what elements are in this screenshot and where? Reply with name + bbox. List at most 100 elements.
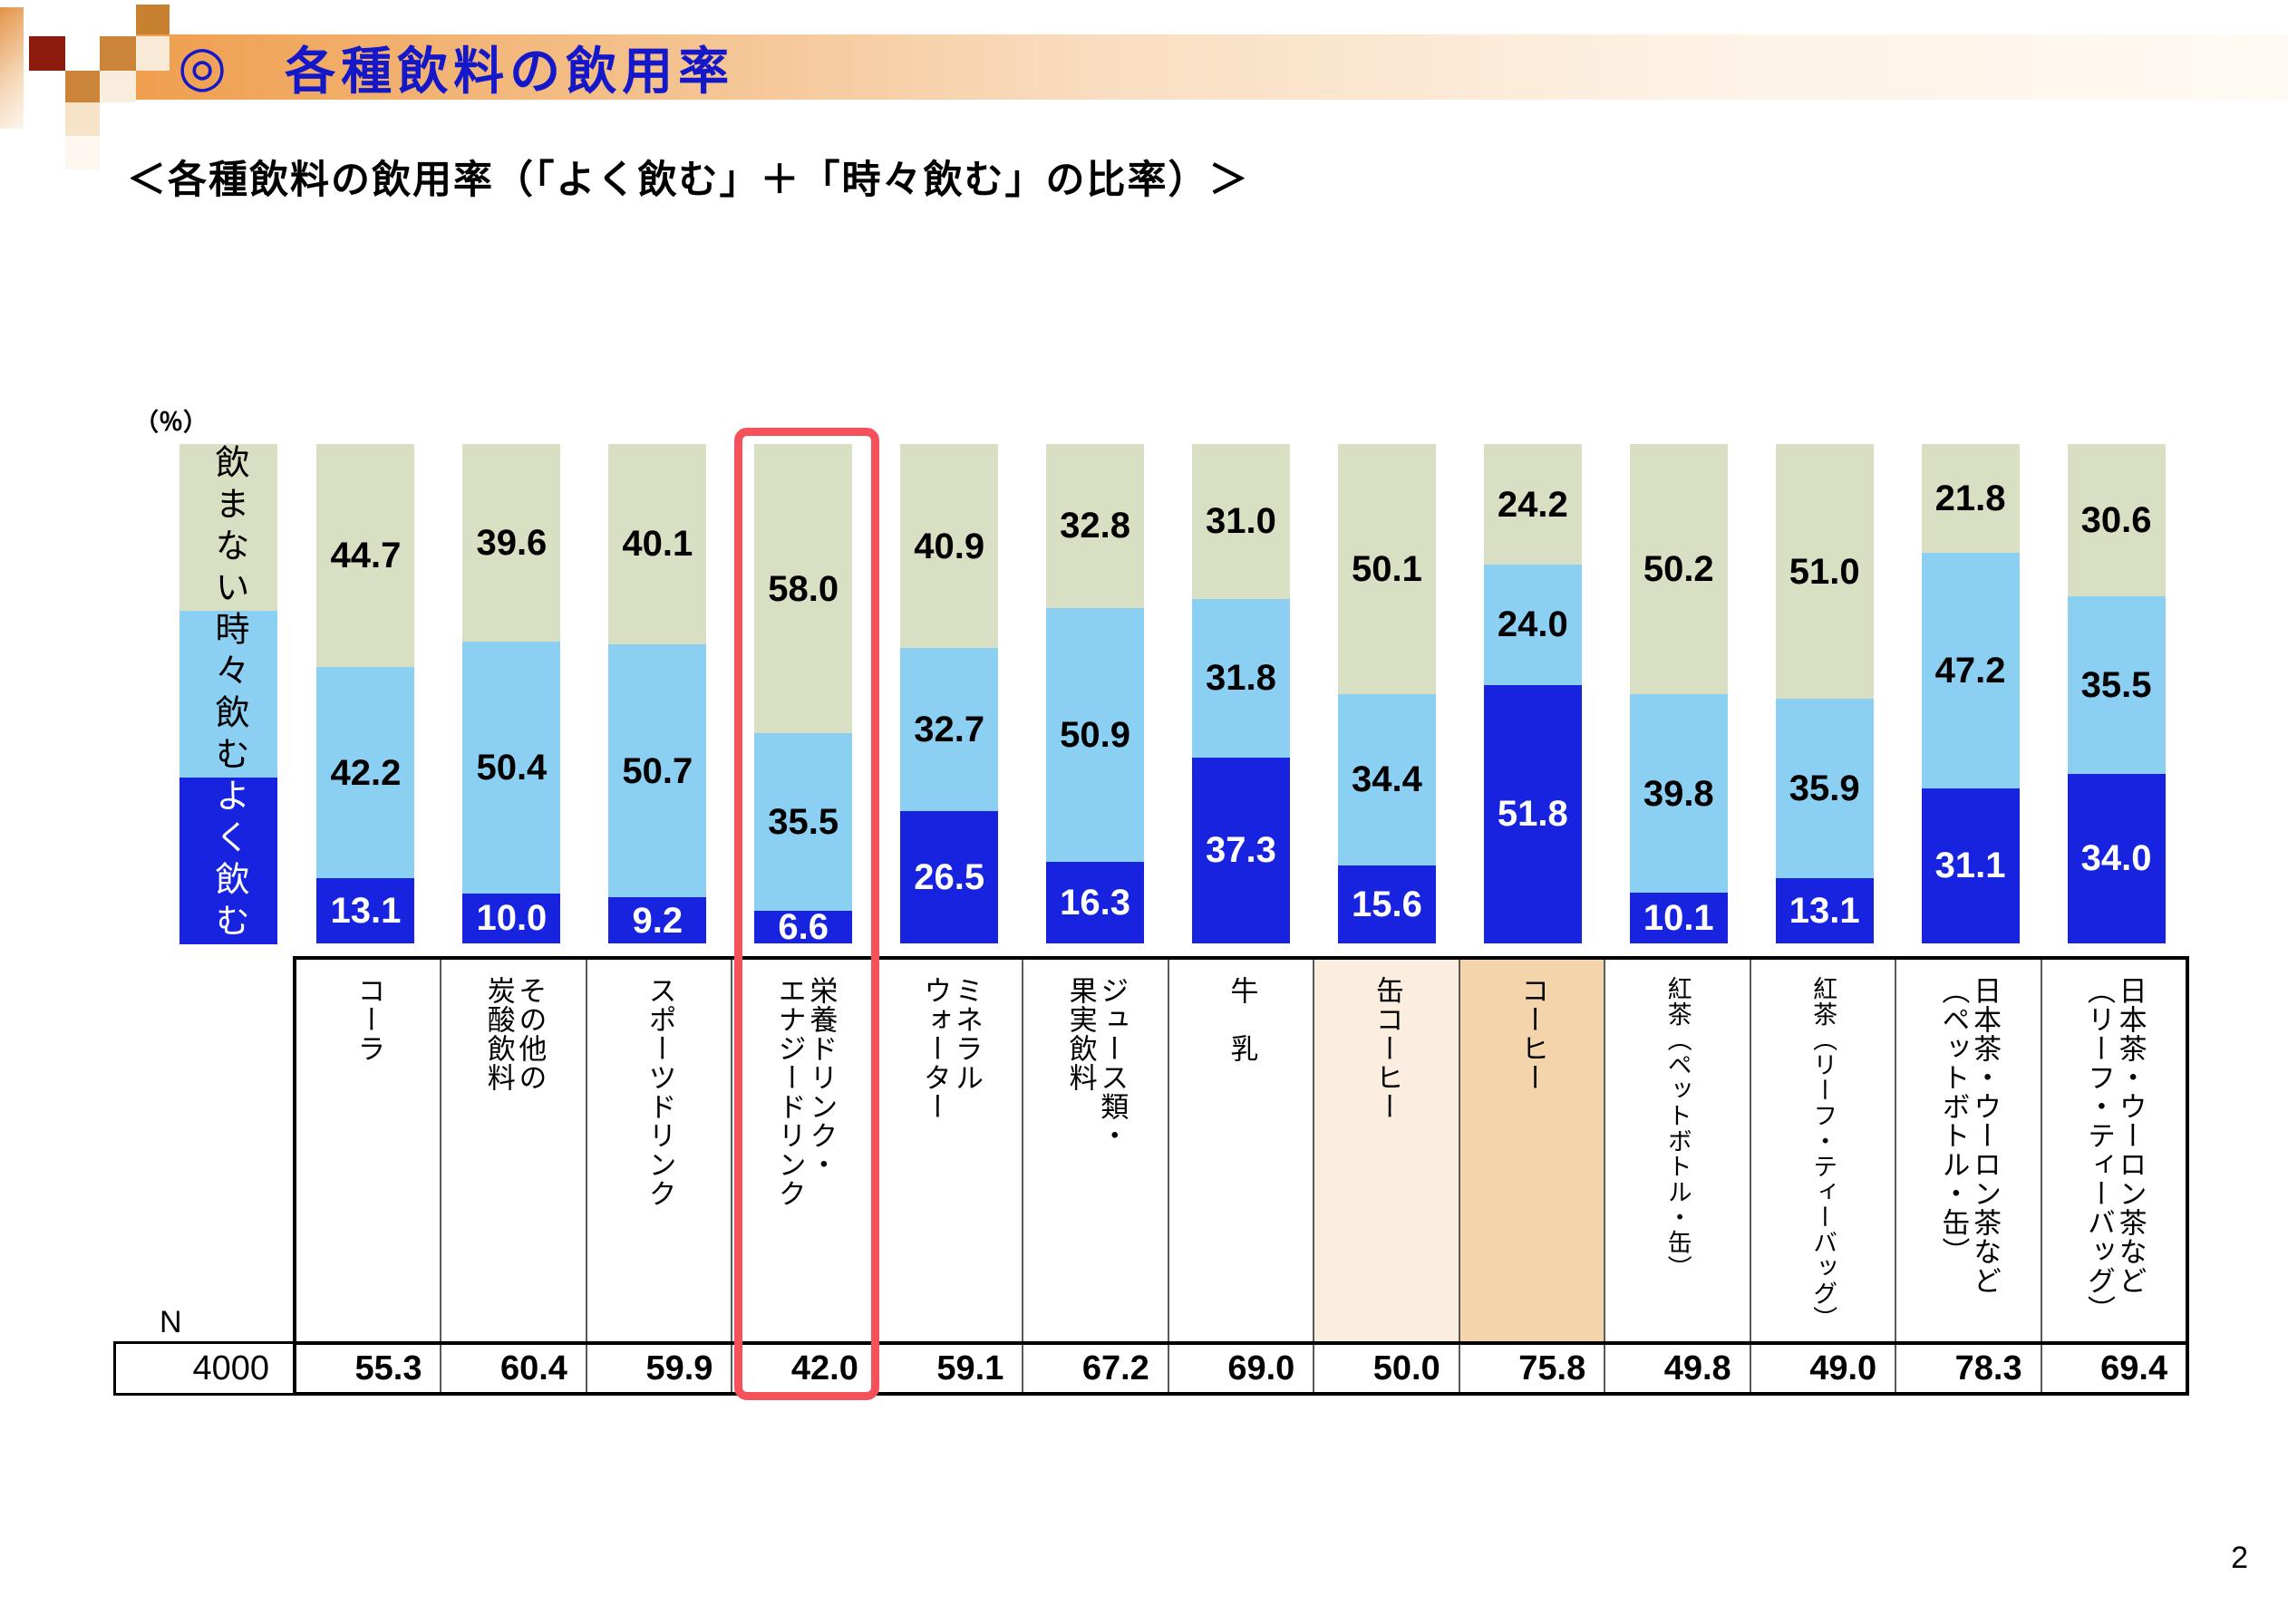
bar-value-label: 30.6 xyxy=(2080,500,2152,541)
bar-column-8: 50.1 34.4 15.6 xyxy=(1314,444,1459,943)
category-cell-3: スポーツドリンク xyxy=(585,960,731,1341)
n-row-value-12: 78.3 xyxy=(1895,1345,2040,1392)
category-cell-12: 日本茶・ウーロン茶など （ペットボトル・缶） xyxy=(1895,960,2040,1341)
stacked-bar: 50.2 39.8 10.1 xyxy=(1629,444,1728,943)
highlight-box-energy-drink xyxy=(734,428,879,1400)
category-cell-6: ジュース類・ 果実飲料 xyxy=(1022,960,1167,1341)
bar-segment-often: 15.6 xyxy=(1337,865,1436,943)
bar-value-label: 35.5 xyxy=(2080,665,2152,706)
bar-segment-often: 37.3 xyxy=(1191,757,1290,943)
bar-segment-some: 39.8 xyxy=(1629,694,1728,894)
page-title: 各種飲料の飲用率 xyxy=(285,42,735,100)
category-label: その他の 炭酸飲料 xyxy=(482,976,547,1092)
bar-value-label: 31.1 xyxy=(1934,846,2006,886)
n-row-value-1: 55.3 xyxy=(354,1348,422,1387)
bars-row: 44.7 42.2 13.1 39.6 50.4 10.0 40.1 50.7 9.2 58.0 3… xyxy=(293,444,2189,947)
bar-value-label: 31.8 xyxy=(1206,658,1276,699)
bar-value-label: 6.6 xyxy=(778,906,829,947)
stacked-bar: 21.8 47.2 31.1 xyxy=(1921,444,2020,943)
bar-column-9: 24.2 24.0 51.8 xyxy=(1459,444,1605,943)
n-row-value-4: 42.0 xyxy=(731,1345,876,1392)
page-number: 2 xyxy=(2231,1541,2248,1575)
stacked-bar: 40.9 32.7 26.5 xyxy=(900,444,999,943)
category-table: コーラ その他の 炭酸飲料 スポーツドリンク 栄養ドリンク・ エナジードリンク ミネラル… xyxy=(293,956,2189,1396)
stacked-bar: 50.1 34.4 15.6 xyxy=(1337,444,1436,943)
category-cell-4: 栄養ドリンク・ エナジードリンク xyxy=(731,960,876,1341)
category-cell-8: 缶コーヒー xyxy=(1313,960,1459,1341)
bar-value-label: 35.9 xyxy=(1789,768,1860,808)
bar-segment-often: 26.5 xyxy=(900,811,999,943)
double-circle-icon: ◎ xyxy=(178,35,228,98)
bar-column-4: 58.0 35.5 6.6 xyxy=(731,444,877,947)
category-cell-11: 紅茶（リーフ・ティーバッグ） xyxy=(1749,960,1895,1341)
bar-column-11: 51.0 35.9 13.1 xyxy=(1751,444,1897,943)
decor-square xyxy=(29,36,65,71)
n-value-cell: 4000 xyxy=(113,1341,293,1396)
category-cell-9: コーヒー xyxy=(1458,960,1605,1341)
bar-value-label: 39.8 xyxy=(1643,773,1714,814)
legend-item-sometimes: 時々飲む xyxy=(179,611,277,778)
bar-column-2: 39.6 50.4 10.0 xyxy=(439,444,585,943)
bar-column-1: 44.7 42.2 13.1 xyxy=(293,444,439,943)
n-row-value-10: 49.8 xyxy=(1604,1345,1749,1392)
bar-segment-never: 50.2 xyxy=(1629,444,1728,695)
bar-segment-some: 32.7 xyxy=(900,648,999,812)
bar-segment-often: 9.2 xyxy=(608,897,707,943)
category-cell-5: ミネラル ウォーター xyxy=(876,960,1022,1341)
stacked-bar: 32.8 50.9 16.3 xyxy=(1046,444,1145,943)
bar-value-label: 13.1 xyxy=(330,890,402,931)
bar-value-label: 51.8 xyxy=(1497,794,1568,835)
decor-square xyxy=(100,71,136,102)
n-label: N xyxy=(160,1305,182,1339)
bar-value-label: 24.2 xyxy=(1497,484,1568,525)
category-label: 牛 乳 xyxy=(1226,976,1258,1063)
bar-value-label: 44.7 xyxy=(330,536,402,576)
bar-value-label: 39.6 xyxy=(476,523,548,564)
bar-segment-often: 34.0 xyxy=(2067,773,2166,943)
bar-segment-some: 35.5 xyxy=(754,733,853,911)
n-row-value-7: 69.0 xyxy=(1167,1345,1313,1392)
category-row: コーラ その他の 炭酸飲料 スポーツドリンク 栄養ドリンク・ エナジードリンク ミネラル… xyxy=(296,960,2186,1341)
bar-value-label: 10.1 xyxy=(1643,898,1714,939)
category-label: スポーツドリンク xyxy=(644,976,676,1208)
bar-value-label: 50.4 xyxy=(476,748,548,788)
legend-item-often: よく飲む xyxy=(179,778,277,944)
bar-segment-never: 44.7 xyxy=(316,444,415,668)
stacked-bar: 51.0 35.9 13.1 xyxy=(1775,444,1874,943)
legend-label-often: よく飲む xyxy=(209,778,247,944)
bar-value-label: 35.5 xyxy=(768,801,839,842)
n-row-value-13: 69.4 xyxy=(2040,1345,2186,1392)
bar-segment-never: 51.0 xyxy=(1775,444,1874,699)
category-label: ジュース類・ 果実飲料 xyxy=(1064,976,1129,1150)
category-cell-10: 紅茶（ペットボトル・缶） xyxy=(1604,960,1749,1341)
bar-segment-never: 24.2 xyxy=(1483,444,1582,566)
category-cell-2: その他の 炭酸飲料 xyxy=(440,960,585,1341)
bar-value-label: 50.7 xyxy=(622,750,693,791)
category-cell-1: コーラ xyxy=(296,960,440,1341)
category-label: コーラ xyxy=(353,976,385,1063)
bar-segment-often: 10.1 xyxy=(1629,893,1728,943)
legend-bar: 飲まない 時々飲む よく飲む xyxy=(179,444,277,944)
category-label: 日本茶・ウーロン茶など （リーフ・ティーバッグ） xyxy=(2082,976,2147,1324)
bar-value-label: 13.1 xyxy=(1789,890,1860,931)
stacked-bar: 40.1 50.7 9.2 xyxy=(608,444,707,943)
bar-segment-never: 31.0 xyxy=(1191,444,1290,599)
bar-value-label: 50.1 xyxy=(1351,548,1422,589)
bar-segment-never: 30.6 xyxy=(2067,444,2166,597)
stacked-bar: 58.0 35.5 6.6 xyxy=(754,444,853,947)
category-cell-7: 牛 乳 xyxy=(1167,960,1313,1341)
category-label: 栄養ドリンク・ エナジードリンク xyxy=(773,976,838,1208)
bar-segment-never: 39.6 xyxy=(462,444,561,643)
bar-value-label: 50.2 xyxy=(1643,549,1714,590)
category-label: コーヒー xyxy=(1517,976,1549,1092)
bar-column-13: 30.6 35.5 34.0 xyxy=(2043,444,2189,943)
bar-value-label: 10.0 xyxy=(476,898,548,939)
bar-column-3: 40.1 50.7 9.2 xyxy=(585,444,731,943)
category-cell-13: 日本茶・ウーロン茶など （リーフ・ティーバッグ） xyxy=(2040,960,2186,1341)
bar-value-label: 34.4 xyxy=(1351,759,1422,800)
bar-segment-never: 21.8 xyxy=(1921,444,2020,553)
bar-segment-often: 13.1 xyxy=(316,877,415,943)
n-values-row: 55.3 60.4 59.9 42.0 59.1 67.2 69.0 50.0 75.8 49.8… xyxy=(296,1341,2186,1392)
bar-segment-some: 50.7 xyxy=(608,643,707,898)
n-row-value-11: 49.0 xyxy=(1749,1345,1895,1392)
